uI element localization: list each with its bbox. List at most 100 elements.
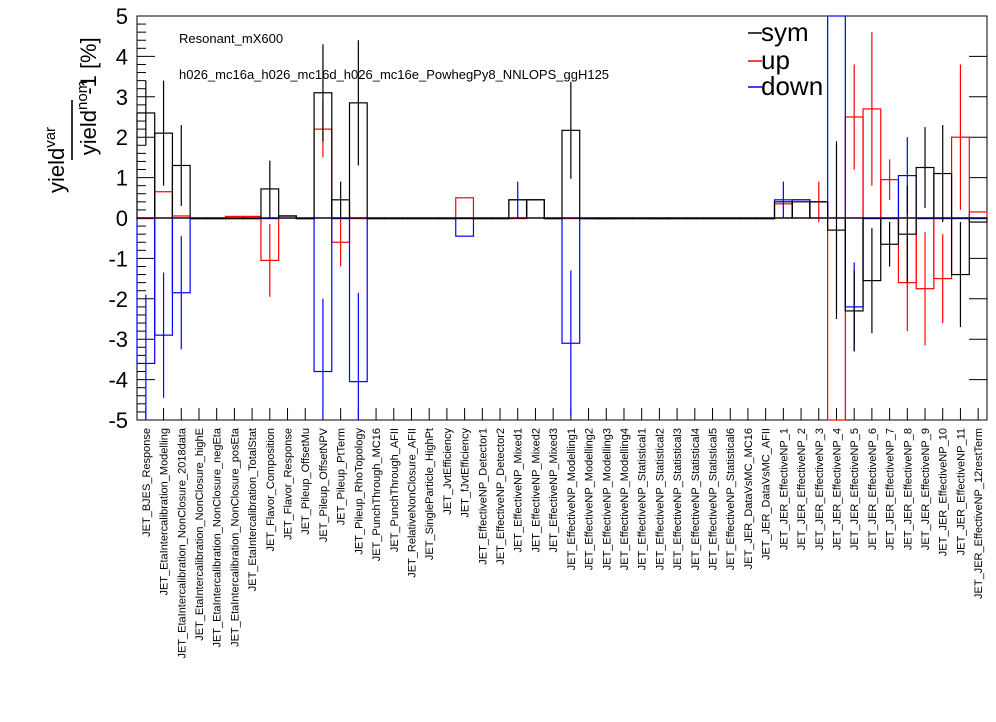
x-tick-label: JET_BJES_Response — [141, 428, 153, 537]
y-axis-label-denominator: yieldnom — [74, 81, 101, 155]
series-sym — [136, 40, 988, 352]
y-tick-label: -5 — [108, 408, 128, 433]
bar-sym — [543, 217, 563, 220]
bar-sym — [649, 217, 669, 220]
y-tick-label: -1 — [108, 246, 128, 271]
x-tick-label: JET_EffectiveNP_Statistical6 — [725, 428, 737, 570]
x-tick-label: JET_EffectiveNP_Detector1 — [477, 428, 489, 565]
bar-sym — [667, 217, 687, 220]
bar-sym — [720, 217, 740, 220]
bar-sym — [295, 217, 315, 220]
x-tick-label: JET_JER_EffectiveNP_5 — [849, 428, 861, 550]
bar-sym — [632, 217, 652, 220]
x-tick-label: JET_JER_EffectiveNP_1 — [778, 428, 790, 550]
x-tick-label: JET_RelativeNonClosure_AFII — [406, 428, 418, 578]
y-axis-label-numerator: yieldvar — [42, 127, 69, 193]
bar-sym — [579, 217, 599, 220]
bar-sym — [685, 217, 705, 220]
bar-sym — [437, 217, 457, 220]
x-tick-label: JET_EffectiveNP_Statistical4 — [690, 428, 702, 570]
x-tick-label: JET_EffectiveNP_Modelling1 — [566, 428, 578, 570]
y-tick-label: 2 — [116, 125, 128, 150]
x-tick-label: JET_Pileup_PtTerm — [336, 428, 348, 525]
y-tick-label: 5 — [116, 4, 128, 29]
x-tick-label: JET_JER_EffectiveNP_7 — [885, 428, 897, 550]
bar-sym — [756, 217, 776, 220]
x-tick-label: JET_EffectiveNP_Modelling3 — [601, 428, 613, 570]
x-tick-label: JET_EffectiveNP_Statistical2 — [654, 428, 666, 570]
legend-label-down: down — [761, 71, 823, 101]
bar-sym — [402, 217, 421, 220]
bar-sym — [366, 217, 386, 220]
x-tick-label: JET_EffectiveNP_Mixed2 — [530, 428, 542, 553]
y-tick-label: 1 — [116, 166, 128, 191]
legend-label-sym: sym — [761, 17, 809, 47]
x-tick-label: JET_JER_EffectiveNP_8 — [902, 428, 914, 550]
x-tick-label: JET_EtaIntercalibration_NonClosure_2018d… — [176, 427, 188, 658]
x-tick-label: JET_SingleParticle_HighPt — [424, 428, 436, 560]
bar-sym — [614, 217, 634, 220]
bar-sym — [703, 217, 722, 220]
annotations: Resonant_mX600 h026_mc16a_h026_mc16d_h02… — [179, 31, 609, 82]
x-tick-label: JET_EffectiveNP_Detector2 — [495, 428, 507, 565]
x-axis-ticks: JET_BJES_Response JET_EtaIntercalibration… — [141, 408, 985, 659]
x-tick-label: JET_EtaIntercalibration_TotalStat — [247, 428, 259, 591]
y-axis-ticks: -5 -4 -3 -2 -1 0 1 2 3 4 5 — [108, 4, 987, 433]
y-tick-label: 3 — [116, 85, 128, 110]
x-tick-label: JET_JER_EffectiveNP_10 — [938, 428, 950, 556]
x-tick-label: JET_JvtEfficiency — [442, 428, 454, 515]
bar-sym — [596, 217, 616, 220]
x-tick-label: JET_Pileup_OffsetMu — [300, 428, 312, 535]
x-tick-label: JET_fJvtEfficiency — [460, 428, 472, 518]
bar-sym — [490, 217, 510, 220]
x-tick-label: JET_EffectiveNP_Statistical5 — [708, 428, 720, 570]
annotation-dataset: h026_mc16a_h026_mc16d_h026_mc16e_PowhegP… — [179, 67, 609, 82]
bar-sym — [242, 217, 262, 220]
bar-sym — [525, 199, 545, 219]
bar-sym — [455, 217, 475, 220]
x-tick-label: JET_EffectiveNP_Statistical3 — [672, 428, 684, 570]
x-tick-label: JET_Pileup_RhoTopology — [353, 428, 365, 555]
series-group — [136, 15, 988, 421]
x-tick-label: JET_PunchThrough_AFII — [389, 428, 401, 552]
annotation-sample: Resonant_mX600 — [179, 31, 283, 46]
bar-sym — [207, 217, 227, 220]
bar-sym — [224, 217, 244, 220]
bar-sym — [278, 215, 297, 219]
bar-sym — [384, 217, 404, 220]
y-tick-label: -4 — [108, 368, 128, 393]
x-tick-label: JET_JER_EffectiveNP_12restTerm — [973, 428, 985, 599]
x-tick-label: JET_EtaIntercalibration_Modelling — [159, 428, 171, 596]
x-tick-label: JET_EtaIntercalibration_NonClosure_highE — [194, 428, 206, 641]
x-tick-label: JET_EffectiveNP_Mixed3 — [548, 428, 560, 553]
x-tick-label: JET_EtaIntercalibration_NonClosure_posEt… — [229, 427, 241, 647]
y-axis-label-suffix: -1 [%] — [76, 37, 101, 94]
legend-label-up: up — [761, 45, 790, 75]
x-tick-label: JET_JER_EffectiveNP_4 — [831, 428, 843, 550]
x-tick-label: JET_Flavor_Response — [283, 428, 295, 540]
x-tick-label: JET_EffectiveNP_Modelling4 — [619, 428, 631, 570]
x-tick-label: JET_JER_EffectiveNP_11 — [955, 428, 967, 555]
x-tick-label: JET_JER_EffectiveNP_2 — [796, 428, 808, 550]
x-tick-label: JET_Flavor_Composition — [265, 428, 277, 552]
x-tick-label: JET_EffectiveNP_Statistical1 — [637, 428, 649, 570]
bar-sym — [738, 217, 758, 220]
bar-sym — [189, 217, 209, 220]
y-tick-label: 4 — [116, 44, 128, 69]
x-tick-label: JET_PunchThrough_MC16 — [371, 428, 383, 561]
bar-sym — [472, 217, 492, 220]
bar-sym — [809, 201, 829, 219]
x-tick-label: JET_JER_EffectiveNP_6 — [867, 428, 879, 550]
x-tick-label: JET_JER_EffectiveNP_9 — [920, 428, 932, 550]
x-tick-label: JET_Pileup_OffsetNPV — [318, 427, 330, 542]
y-tick-label: -3 — [108, 327, 128, 352]
x-tick-label: JET_JER_EffectiveNP_3 — [814, 428, 826, 550]
y-axis-label: yieldvar yieldnom -1 [%] — [42, 37, 101, 193]
y-tick-label: -2 — [108, 287, 128, 312]
x-tick-label: JET_EtaIntercalibration_NonClosure_negEt… — [212, 427, 224, 647]
x-tick-label: JET_JER_DataVsMC_MC16 — [743, 428, 755, 569]
x-tick-label: JET_EffectiveNP_Mixed1 — [513, 428, 525, 553]
